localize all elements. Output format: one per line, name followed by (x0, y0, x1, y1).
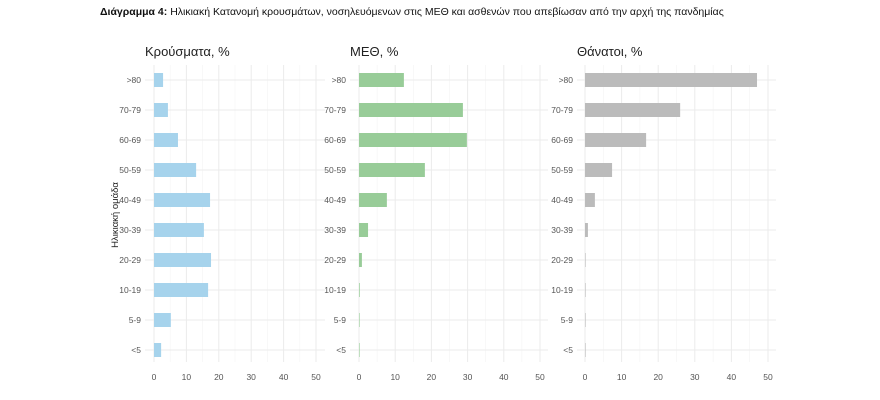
bar-5-9 (154, 313, 171, 327)
bar-10-19 (359, 283, 360, 297)
y-tick-label: 50-59 (119, 165, 141, 175)
panel-title: ΜΕΘ, % (350, 44, 399, 59)
x-tick-label: 50 (311, 372, 321, 382)
bar-20-29 (154, 253, 212, 267)
y-tick-label: 40-49 (119, 195, 141, 205)
x-tick-label: 40 (279, 372, 289, 382)
bar-70-79 (585, 103, 681, 117)
y-tick-label: 10-19 (551, 285, 573, 295)
bar-20-29 (359, 253, 362, 267)
y-tick-label: 20-29 (324, 255, 346, 265)
y-tick-label: <5 (131, 345, 141, 355)
bar-<5 (585, 343, 586, 357)
y-tick-label: >80 (559, 75, 574, 85)
bar-30-39 (359, 223, 369, 237)
x-tick-label: 30 (463, 372, 473, 382)
x-tick-label: 0 (357, 372, 362, 382)
y-tick-label: 10-19 (324, 285, 346, 295)
figure-caption: Διάγραμμα 4: Ηλικιακή Κατανομή κρουσμάτω… (100, 6, 724, 18)
bar->80 (585, 73, 758, 87)
y-tick-label: 50-59 (551, 165, 573, 175)
x-tick-label: 10 (182, 372, 192, 382)
y-tick-label: 70-79 (551, 105, 573, 115)
bar-5-9 (359, 313, 360, 327)
bar-70-79 (154, 103, 168, 117)
bar-<5 (359, 343, 360, 357)
y-tick-label: 40-49 (324, 195, 346, 205)
bar-40-49 (359, 193, 387, 207)
y-axis-label: Ηλικιακή ομάδα (110, 182, 121, 248)
panel-title: Θάνατοι, % (577, 44, 643, 59)
y-tick-label: 30-39 (119, 225, 141, 235)
x-tick-label: 10 (390, 372, 400, 382)
bar-10-19 (585, 283, 586, 297)
bar->80 (154, 73, 164, 87)
y-tick-label: 5-9 (129, 315, 142, 325)
y-tick-label: <5 (336, 345, 346, 355)
bar-20-29 (585, 253, 586, 267)
x-tick-label: 40 (499, 372, 509, 382)
y-tick-label: 60-69 (119, 135, 141, 145)
bar-5-9 (585, 313, 586, 327)
x-tick-label: 20 (427, 372, 437, 382)
bar-10-19 (154, 283, 209, 297)
y-tick-label: 60-69 (551, 135, 573, 145)
bar-30-39 (154, 223, 204, 237)
x-tick-label: 10 (617, 372, 627, 382)
y-tick-label: 10-19 (119, 285, 141, 295)
bar-60-69 (585, 133, 647, 147)
x-tick-label: 30 (246, 372, 256, 382)
bar-<5 (154, 343, 162, 357)
y-tick-label: 30-39 (324, 225, 346, 235)
bar->80 (359, 73, 404, 87)
y-tick-label: 60-69 (324, 135, 346, 145)
y-tick-label: 50-59 (324, 165, 346, 175)
y-tick-label: 20-29 (119, 255, 141, 265)
panel-title: Κρούσματα, % (145, 44, 230, 59)
x-tick-label: 50 (763, 372, 773, 382)
x-tick-label: 0 (583, 372, 588, 382)
x-tick-label: 20 (653, 372, 663, 382)
x-tick-label: 40 (727, 372, 737, 382)
bar-30-39 (585, 223, 588, 237)
y-tick-label: >80 (332, 75, 347, 85)
caption-prefix: Διάγραμμα 4: (100, 6, 168, 18)
bar-50-59 (359, 163, 425, 177)
bar-70-79 (359, 103, 463, 117)
y-tick-label: >80 (127, 75, 142, 85)
y-tick-label: 5-9 (561, 315, 574, 325)
y-tick-label: 20-29 (551, 255, 573, 265)
y-tick-label: 5-9 (334, 315, 347, 325)
y-tick-label: 70-79 (324, 105, 346, 115)
x-tick-label: 0 (152, 372, 157, 382)
bar-40-49 (585, 193, 595, 207)
x-tick-label: 30 (690, 372, 700, 382)
bar-40-49 (154, 193, 211, 207)
bar-60-69 (154, 133, 178, 147)
bar-60-69 (359, 133, 467, 147)
y-tick-label: 40-49 (551, 195, 573, 205)
x-tick-label: 50 (535, 372, 545, 382)
x-tick-label: 20 (214, 372, 224, 382)
y-tick-label: <5 (563, 345, 573, 355)
bar-50-59 (154, 163, 197, 177)
y-tick-label: 70-79 (119, 105, 141, 115)
caption-text: Ηλικιακή Κατανομή κρουσμάτων, νοσηλευόμε… (170, 6, 724, 18)
bar-50-59 (585, 163, 613, 177)
y-tick-label: 30-39 (551, 225, 573, 235)
